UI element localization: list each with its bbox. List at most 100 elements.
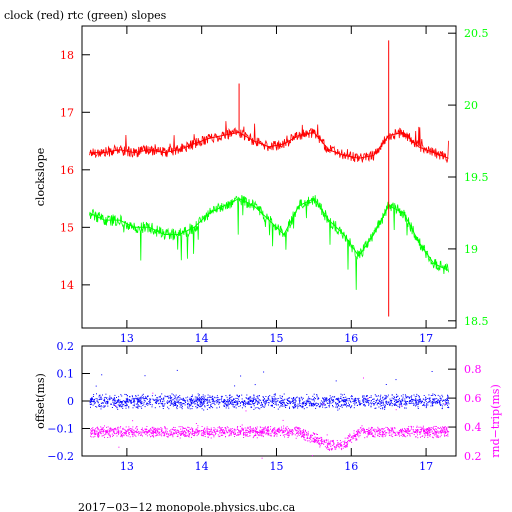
scatter-point bbox=[126, 435, 128, 437]
scatter-point bbox=[316, 440, 318, 442]
scatter-point bbox=[359, 432, 361, 434]
scatter-point bbox=[390, 400, 392, 401]
scatter-point bbox=[222, 430, 224, 432]
scatter-point bbox=[281, 426, 282, 428]
scatter-point bbox=[109, 398, 111, 400]
scatter-point bbox=[384, 397, 386, 399]
scatter-point bbox=[144, 375, 146, 377]
scatter-point bbox=[179, 399, 181, 401]
scatter-point bbox=[128, 426, 130, 428]
scatter-point bbox=[421, 400, 423, 402]
scatter-point bbox=[297, 433, 299, 435]
scatter-point bbox=[267, 402, 269, 404]
scatter-point bbox=[394, 431, 396, 433]
scatter-point bbox=[123, 432, 125, 434]
scatter-point bbox=[423, 395, 425, 396]
scatter-point bbox=[427, 430, 429, 432]
scatter-point bbox=[430, 429, 432, 431]
scatter-point bbox=[197, 397, 198, 399]
scatter-point bbox=[128, 407, 130, 409]
scatter-point bbox=[179, 406, 181, 408]
scatter-point bbox=[133, 402, 135, 403]
scatter-point bbox=[182, 434, 184, 436]
scatter-point bbox=[182, 405, 183, 407]
scatter-point bbox=[301, 433, 303, 435]
scatter-point bbox=[327, 439, 329, 441]
scatter-point bbox=[185, 397, 187, 399]
scatter-point bbox=[378, 400, 380, 402]
scatter-point bbox=[139, 398, 141, 400]
scatter-point bbox=[404, 402, 406, 404]
scatter-point bbox=[408, 431, 410, 433]
scatter-point bbox=[308, 401, 309, 403]
scatter-point bbox=[271, 431, 273, 433]
scatter-point bbox=[141, 427, 143, 429]
scatter-point bbox=[196, 396, 198, 398]
scatter-point bbox=[124, 400, 126, 402]
scatter-point bbox=[287, 403, 288, 404]
scatter-point bbox=[183, 403, 184, 405]
scatter-point bbox=[340, 405, 342, 407]
scatter-point bbox=[349, 433, 351, 435]
scatter-point bbox=[301, 399, 303, 401]
scatter-point bbox=[250, 430, 252, 432]
scatter-point bbox=[225, 428, 227, 429]
scatter-point bbox=[359, 402, 361, 404]
scatter-point bbox=[135, 396, 137, 398]
scatter-point bbox=[251, 406, 253, 408]
scatter-point bbox=[262, 399, 264, 401]
scatter-point bbox=[420, 402, 422, 404]
scatter-point bbox=[250, 430, 252, 432]
scatter-point bbox=[96, 398, 98, 400]
scatter-point bbox=[365, 398, 367, 400]
scatter-point bbox=[148, 431, 150, 433]
scatter-point bbox=[98, 435, 100, 437]
scatter-point bbox=[240, 430, 242, 432]
scatter-point bbox=[385, 396, 387, 398]
scatter-point bbox=[102, 432, 104, 434]
scatter-point bbox=[291, 434, 293, 436]
scatter-point bbox=[240, 430, 241, 432]
scatter-point bbox=[346, 444, 348, 446]
scatter-point bbox=[431, 371, 433, 372]
scatter-point bbox=[268, 396, 270, 398]
scatter-point bbox=[400, 430, 402, 432]
scatter-point bbox=[117, 400, 119, 402]
scatter-point bbox=[411, 396, 412, 398]
scatter-point bbox=[378, 395, 379, 397]
scatter-point bbox=[322, 397, 324, 399]
scatter-point bbox=[161, 428, 163, 430]
scatter-point bbox=[133, 432, 135, 434]
scatter-point bbox=[115, 403, 117, 404]
scatter-point bbox=[206, 432, 208, 434]
scatter-point bbox=[245, 429, 247, 431]
scatter-point bbox=[359, 400, 361, 402]
scatter-point bbox=[234, 433, 236, 435]
scatter-point bbox=[243, 402, 245, 404]
scatter-point bbox=[226, 403, 227, 405]
scatter-point bbox=[271, 401, 273, 403]
scatter-point bbox=[303, 429, 305, 431]
scatter-point bbox=[188, 427, 190, 429]
scatter-point bbox=[136, 406, 138, 408]
scatter-point bbox=[205, 429, 207, 431]
scatter-point bbox=[279, 397, 281, 399]
scatter-point bbox=[106, 397, 108, 399]
scatter-point bbox=[133, 431, 135, 433]
scatter-point bbox=[121, 406, 123, 408]
scatter-point bbox=[410, 400, 412, 402]
scatter-point bbox=[442, 430, 444, 432]
scatter-point bbox=[401, 433, 403, 435]
scatter-point bbox=[187, 435, 189, 437]
scatter-point bbox=[338, 445, 340, 447]
scatter-point bbox=[288, 430, 290, 432]
scatter-point bbox=[407, 431, 409, 433]
scatter-point bbox=[154, 394, 156, 396]
scatter-point bbox=[320, 443, 322, 445]
scatter-point bbox=[304, 439, 306, 441]
scatter-point bbox=[362, 428, 364, 430]
scatter-point bbox=[226, 426, 228, 428]
scatter-point bbox=[214, 404, 216, 406]
scatter-point bbox=[96, 406, 98, 408]
